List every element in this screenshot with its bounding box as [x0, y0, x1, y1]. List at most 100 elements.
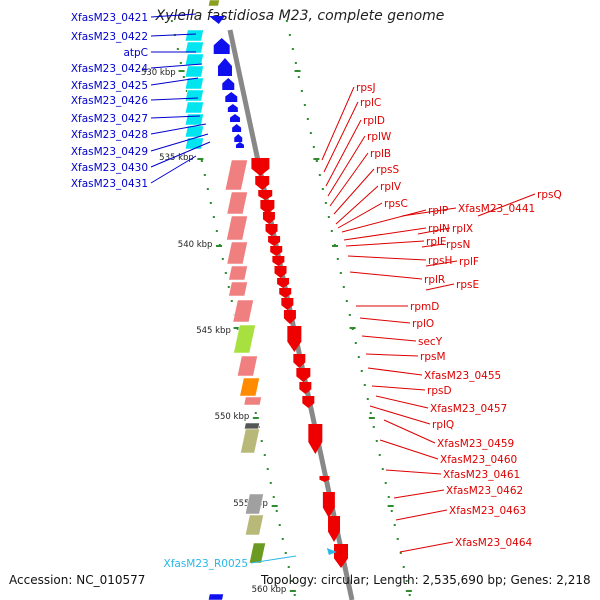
forward-gene-arrow — [262, 212, 275, 224]
forward-gene-arrow — [283, 310, 296, 324]
gene-label-XfasM23_0463-leader — [395, 509, 448, 521]
gene-label-rpsJ: rpsJ — [356, 82, 376, 94]
outer-tick-mark — [360, 370, 363, 372]
forward-gene-arrow — [272, 256, 285, 266]
inner-tick-mark — [179, 62, 182, 64]
major-tick-mark — [387, 505, 394, 507]
gene-label-XfasM23_0457: XfasM23_0457 — [430, 403, 507, 415]
outer-tick-mark — [294, 62, 297, 64]
inner-tick-mark — [212, 216, 215, 218]
gene-label-XfasM23_0463: XfasM23_0463 — [449, 505, 526, 517]
major-tick-mark — [405, 590, 412, 592]
reverse-gene-arrow — [213, 38, 230, 54]
reverse-gene-arrow — [235, 142, 244, 148]
gene-label-rplV: rplV — [380, 181, 402, 193]
gene-label-rplE-leader — [345, 240, 425, 247]
inner-tick-mark — [266, 468, 269, 470]
outer-tick-mark — [372, 426, 375, 428]
pink-gene-block — [228, 281, 248, 297]
outer-tick-mark — [318, 174, 321, 176]
major-tick-mark — [313, 158, 320, 160]
gene-label-rpsQ: rpsQ — [537, 189, 562, 201]
inner-tick-mark — [278, 524, 281, 526]
major-tick-mark — [349, 327, 356, 329]
gene-label-XfasM23_0460: XfasM23_0460 — [440, 454, 517, 466]
pink-gene-block — [232, 299, 254, 323]
forward-gene-arrow — [274, 266, 287, 278]
inner-tick-mark — [293, 594, 296, 596]
outer-tick-mark — [393, 524, 396, 526]
outer-tick-mark — [408, 594, 411, 596]
gene-label-XfasM23_0457-leader — [375, 395, 429, 409]
outer-tick-mark — [288, 34, 291, 36]
outer-tick-mark — [321, 188, 324, 190]
gene-label-XfasM23_0459-leader — [383, 419, 436, 444]
gene-label-rplE: rplE — [426, 236, 447, 248]
gene-label-rplQ-leader — [369, 405, 431, 425]
forward-gene-arrow — [302, 396, 315, 408]
gene-label-rpmD: rpmD — [410, 301, 439, 313]
gene-label-rpsE: rpsE — [456, 279, 479, 291]
pink-gene-block — [236, 355, 258, 377]
gene-label-XfasM23_0425: XfasM23_0425 — [71, 80, 148, 92]
outer-tick-mark — [300, 90, 303, 92]
top-feature-block — [207, 0, 220, 7]
gene-label-rplN: rplN — [428, 223, 450, 235]
inner-tick-mark — [287, 566, 290, 568]
cyan-gene-block — [184, 89, 204, 102]
gene-label-XfasM23_0430-leader — [150, 141, 211, 168]
gene-label-rplB-leader — [329, 152, 369, 207]
rna-gene-arrow — [326, 548, 337, 555]
outer-tick-mark — [342, 286, 345, 288]
gene-label-XfasM23_0429-leader — [150, 133, 209, 152]
gene-label-rplF-leader — [425, 260, 458, 267]
major-tick-mark — [252, 417, 259, 419]
reverse-gene-arrow — [232, 124, 242, 132]
forward-gene-arrow — [322, 492, 335, 518]
gene-label-XfasM23_0441-leader — [401, 207, 457, 217]
gene-label-rpsQ-leader — [477, 193, 536, 217]
outer-tick-mark — [324, 202, 327, 204]
gene-label-rplQ: rplQ — [432, 419, 454, 431]
gene-label-rplW-leader — [327, 135, 366, 197]
forward-gene-arrow — [268, 236, 281, 246]
gene-label-XfasM23_0464: XfasM23_0464 — [455, 537, 533, 549]
forward-gene-arrow — [277, 278, 290, 288]
outer-tick-mark — [309, 132, 312, 134]
outer-tick-mark — [390, 510, 393, 512]
gene-label-rpsC-leader — [337, 202, 383, 229]
outer-tick-mark — [285, 20, 288, 22]
forward-gene-arrow — [334, 544, 349, 568]
gene-label-XfasM23_0455: XfasM23_0455 — [424, 370, 501, 382]
inner-tick-mark — [269, 482, 272, 484]
gene-label-rplP-leader — [341, 209, 427, 233]
inner-tick-mark — [260, 440, 263, 442]
forward-gene-arrow — [319, 476, 330, 482]
major-tick-mark — [178, 70, 185, 72]
gene-label-rpsE-leader — [425, 283, 455, 291]
gene-label-XfasM23_0422: XfasM23_0422 — [71, 31, 148, 43]
outer-tick-mark — [345, 300, 348, 302]
inner-tick-mark — [206, 188, 209, 190]
cyan-gene-block — [184, 41, 204, 54]
gene-label-XfasM23_0430: XfasM23_0430 — [71, 162, 148, 174]
forward-gene-arrow — [279, 288, 292, 298]
pink-gene-block — [226, 241, 248, 265]
gene-label-rpsS-leader — [333, 168, 375, 215]
scale-label: 530 kbp — [141, 68, 176, 78]
gene-label-atpC: atpC — [123, 47, 148, 59]
gene-label-rpsH: rpsH — [428, 255, 452, 267]
cyan-gene-block — [184, 53, 204, 66]
gene-label-rpsS: rpsS — [376, 164, 399, 176]
outer-tick-mark — [339, 272, 342, 274]
inner-tick-mark — [203, 174, 206, 176]
gene-label-rplO: rplO — [412, 318, 434, 330]
inner-tick-mark — [263, 454, 266, 456]
dark-gene-block — [243, 422, 260, 430]
gene-label-XfasM23_0431: XfasM23_0431 — [71, 178, 148, 190]
reverse-gene-arrow — [209, 16, 226, 24]
forward-gene-arrow — [296, 368, 311, 382]
gene-label-XfasM23_0427: XfasM23_0427 — [71, 113, 148, 125]
outer-tick-mark — [327, 216, 330, 218]
